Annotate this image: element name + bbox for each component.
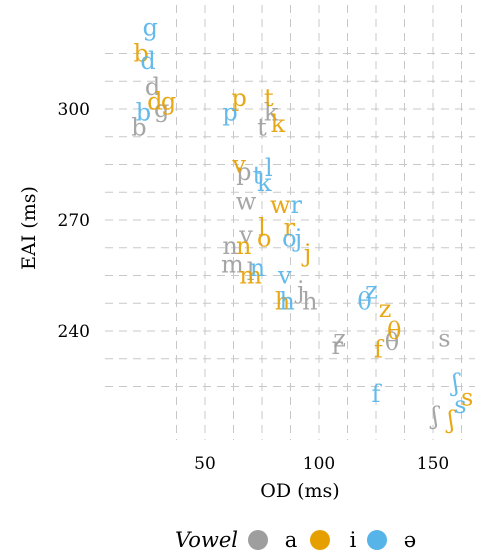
data-point: ʃ: [445, 406, 456, 434]
data-point: z: [333, 324, 346, 352]
legend-label: i: [350, 528, 357, 552]
data-point: s: [438, 324, 450, 352]
data-point: t: [253, 162, 263, 190]
data-point: θ: [385, 328, 399, 356]
x-tick-label: 100: [303, 454, 335, 474]
y-axis-title: EAI (ms): [18, 186, 40, 270]
data-point: h: [275, 287, 290, 315]
data-point: b: [131, 114, 146, 142]
data-point: z: [365, 276, 378, 304]
y-tick-label: 300: [58, 100, 90, 120]
data-point: v: [277, 262, 292, 290]
data-point: b: [136, 99, 151, 127]
y-tick-label: 270: [58, 211, 90, 231]
data-point: h: [302, 287, 317, 315]
legend: Vowel a i ə: [175, 528, 416, 552]
y-tick-label: 240: [58, 322, 90, 342]
data-point: g: [143, 14, 158, 42]
data-point: z: [379, 295, 392, 323]
legend-swatch: [248, 530, 268, 550]
data-point: p: [236, 158, 251, 186]
data-point: g: [154, 95, 169, 123]
data-point: θ: [357, 287, 371, 315]
data-point: j: [294, 276, 304, 304]
data-point: b: [133, 40, 148, 68]
data-point: g: [161, 88, 176, 116]
data-point: n: [236, 232, 251, 260]
legend-swatch: [310, 530, 330, 550]
data-point: d: [145, 73, 160, 101]
data-point: d: [147, 88, 162, 116]
grid: [105, 5, 475, 440]
data-point: j: [301, 239, 311, 267]
data-point: w: [270, 191, 291, 219]
x-axis-title: OD (ms): [260, 480, 339, 502]
data-point: j: [292, 225, 302, 253]
data-point: l: [258, 213, 266, 241]
data-point: f: [374, 336, 385, 364]
data-point: w: [236, 188, 257, 216]
data-point: v: [238, 221, 253, 249]
data-point: k: [271, 110, 286, 138]
data-point: t: [264, 84, 274, 112]
data-point: s: [454, 391, 466, 419]
legend-swatch: [367, 530, 387, 550]
data-point: n: [222, 232, 237, 260]
data-point: d: [140, 47, 155, 75]
data-point: o: [282, 225, 296, 253]
data-point: p: [232, 84, 247, 112]
data-point: o: [257, 225, 271, 253]
data-point: r: [290, 191, 302, 219]
data-point: p: [222, 99, 237, 127]
data-point: n: [250, 254, 265, 282]
data-point: t: [257, 114, 267, 142]
data-point: h: [279, 287, 294, 315]
x-tick-label: 50: [194, 454, 216, 474]
legend-title: Vowel: [175, 528, 238, 552]
axes: OD (ms) EAI (ms) 50 100 150 240 270 300: [18, 100, 449, 502]
legend-label: a: [285, 528, 298, 552]
data-point: f: [372, 380, 383, 408]
data-point: v: [231, 151, 246, 179]
data-point: r: [331, 332, 343, 360]
data-point: ʃ: [429, 402, 440, 430]
data-point: l: [247, 258, 255, 286]
data-point: r: [284, 213, 296, 241]
data-point: l: [265, 154, 273, 182]
x-tick-label: 150: [417, 454, 449, 474]
data-point: θ: [387, 317, 401, 345]
data-point: m: [239, 262, 262, 290]
data-point: k: [257, 169, 272, 197]
data-point: ʃ: [450, 369, 461, 397]
data-point: m: [221, 250, 244, 278]
legend-label: ə: [404, 528, 416, 552]
data-point: k: [264, 99, 279, 127]
data-point: s: [461, 384, 473, 412]
